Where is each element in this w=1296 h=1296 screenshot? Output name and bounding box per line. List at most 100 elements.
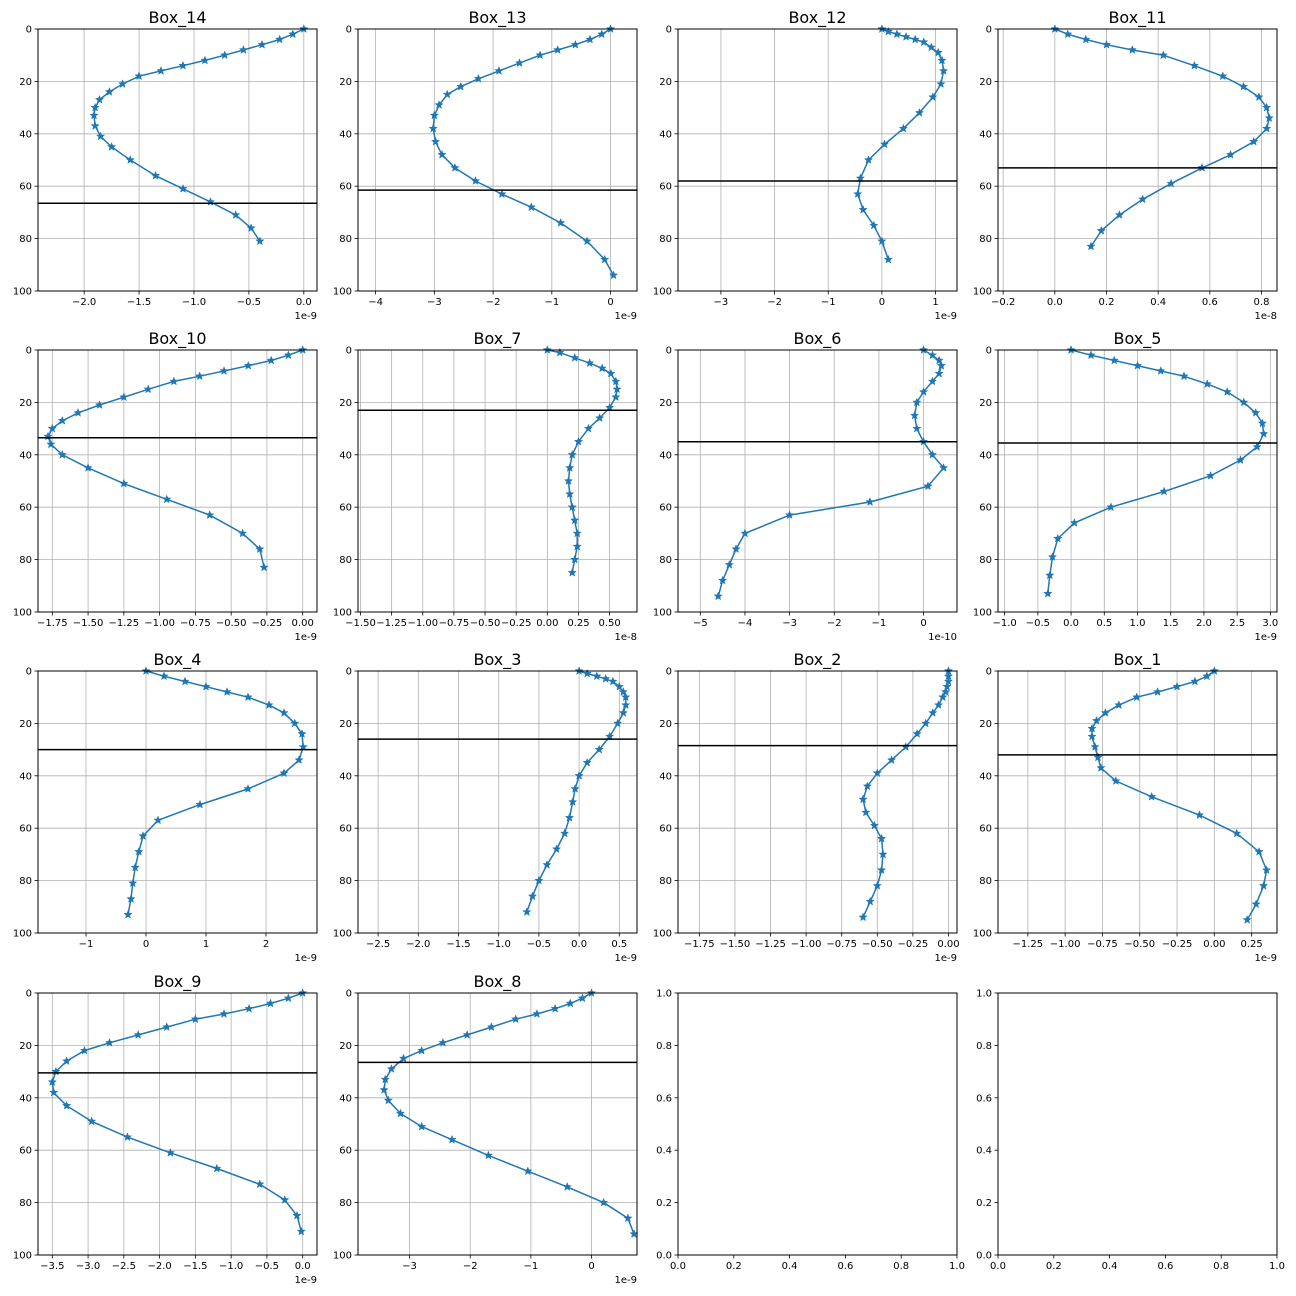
data-point: [582, 668, 592, 678]
data-point: [162, 494, 172, 504]
data-point: [159, 671, 169, 681]
data-point: [153, 815, 163, 825]
x-tick-label: 1.0: [1269, 1261, 1285, 1272]
y-tick-label: 40: [979, 450, 992, 461]
y-tick-label: 40: [19, 1093, 32, 1104]
x-offset-label: 1e-9: [295, 311, 318, 322]
data-point: [1069, 518, 1080, 527]
data-point: [604, 402, 615, 412]
data-point: [551, 844, 562, 854]
data-point: [1242, 915, 1252, 924]
data-point: [1218, 71, 1228, 81]
data-point: [858, 794, 868, 804]
subplot-title: Box_10: [148, 329, 206, 349]
data-point: [865, 497, 875, 506]
x-tick-label: −1.0: [219, 1261, 243, 1272]
data-point: [527, 891, 538, 901]
data-point: [876, 833, 887, 843]
x-tick-label: −2.5: [112, 1261, 136, 1272]
data-point: [1202, 671, 1212, 681]
data-point: [266, 355, 276, 365]
data-point: [231, 210, 241, 219]
data-point: [853, 189, 863, 199]
x-tick-label: 2: [263, 939, 269, 950]
data-point: [731, 544, 741, 554]
data-point: [572, 541, 582, 551]
y-tick-label: 20: [339, 719, 352, 730]
x-tick-label: −2: [767, 297, 782, 308]
y-tick-label: 0: [346, 989, 352, 1000]
data-point: [243, 360, 253, 370]
subplot-14: −3 −2 −1 0 0 20 40 60 80 100 Box_8 1e-9: [333, 972, 639, 1286]
data-point: [1249, 136, 1259, 146]
y-tick-label: 1.0: [656, 989, 672, 1000]
data-point: [562, 1181, 572, 1191]
data-point: [1264, 113, 1274, 123]
data-point: [57, 415, 67, 425]
data-point: [568, 797, 578, 806]
data-point: [89, 110, 99, 120]
y-tick-label: 40: [979, 129, 992, 140]
data-point: [1257, 418, 1268, 428]
x-tick-label: 1: [203, 939, 209, 950]
axes-frame: [37, 670, 318, 934]
data-point: [244, 1003, 254, 1013]
data-point: [608, 270, 619, 280]
x-tick-label: 0.0: [571, 939, 587, 950]
data-point: [46, 439, 56, 449]
subplot-7: −5 −4 −3 −2 −1 0 0 20 40 60 80 100 Box_6 1e-10: [653, 329, 958, 643]
subplot-title: Box_1: [1114, 650, 1162, 670]
y-tick-label: 100: [333, 287, 352, 298]
data-point: [567, 449, 577, 459]
y-tick-label: 80: [979, 555, 992, 566]
data-point: [395, 1108, 406, 1118]
data-point: [717, 575, 728, 585]
y-tick-label: 60: [19, 503, 32, 514]
x-tick-label: 0.0: [1063, 618, 1079, 629]
axes-frame: [357, 670, 638, 934]
data-point: [605, 731, 615, 741]
y-tick-label: 100: [653, 287, 672, 298]
data-point: [1262, 102, 1272, 112]
x-tick-label: 0.4: [1102, 1261, 1118, 1272]
y-tick-label: 100: [333, 608, 352, 619]
data-point: [613, 718, 623, 728]
data-point: [238, 45, 249, 54]
subplot-title: Box_9: [154, 972, 202, 992]
data-point: [1091, 715, 1102, 725]
data-point: [567, 567, 577, 577]
x-tick-label: 1.5: [1163, 618, 1179, 629]
data-point: [292, 1210, 302, 1220]
subplot-title: Box_6: [794, 329, 842, 349]
x-tick-label: −0.5: [1026, 618, 1050, 629]
x-tick-label: 1: [932, 297, 938, 308]
subplot-title: Box_14: [148, 8, 206, 28]
data-point: [1225, 149, 1236, 159]
data-point: [61, 1100, 72, 1110]
data-point: [1251, 407, 1261, 417]
subplot-title: Box_4: [154, 650, 202, 670]
data-point: [134, 846, 144, 856]
data-point: [1172, 681, 1182, 691]
data-point: [570, 39, 580, 49]
x-tick-label: −1: [872, 618, 887, 629]
x-tick-label: −5: [693, 618, 708, 629]
y-tick-label: 100: [13, 929, 32, 940]
data-point: [442, 89, 452, 99]
data-point: [1090, 742, 1100, 751]
data-point: [297, 728, 307, 738]
data-point: [430, 136, 441, 146]
x-tick-label: 0: [879, 297, 885, 308]
axes-frame: [997, 992, 1278, 1256]
y-tick-label: 20: [979, 398, 992, 409]
y-tick-label: 20: [19, 398, 32, 409]
subplot-16: 0.0 0.2 0.4 0.6 0.8 1.0 0.0 0.2 0.4 0.6 0.8 1.0: [976, 989, 1285, 1273]
x-tick-label: −1.00: [1050, 939, 1081, 950]
data-point: [47, 1077, 57, 1087]
data-point: [713, 591, 723, 601]
y-tick-label: 40: [19, 129, 32, 140]
y-tick-label: 0: [666, 346, 672, 357]
y-tick-label: 20: [659, 77, 672, 88]
data-point: [573, 436, 584, 446]
x-tick-label: 0.5: [611, 939, 627, 950]
